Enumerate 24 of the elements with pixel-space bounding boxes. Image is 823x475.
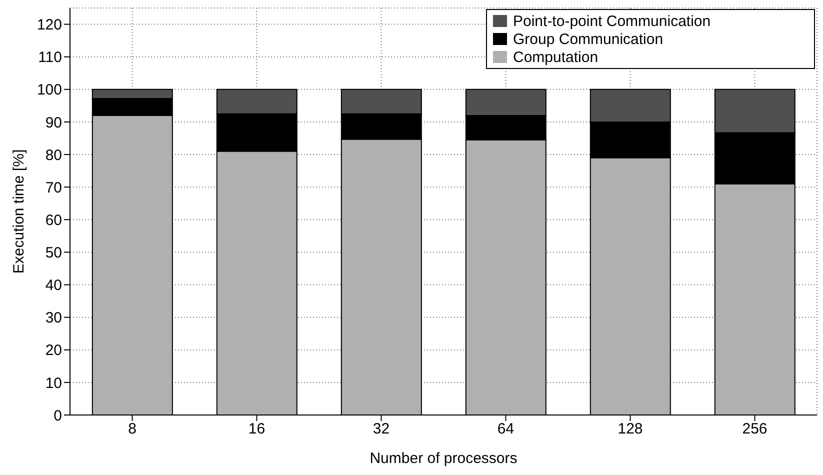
y-tick-label: 110: [38, 49, 62, 66]
y-axis-title: Execution time [%]: [10, 149, 28, 274]
x-tick-label: 8: [128, 420, 136, 438]
y-tick-label: 90: [45, 114, 62, 132]
x-tick-label: 32: [372, 420, 390, 438]
x-tick-label: 256: [742, 420, 768, 438]
legend-label: Point-to-point Communication: [513, 12, 711, 30]
y-tick-label: 60: [45, 212, 62, 229]
legend-label: Group Communication: [513, 30, 664, 48]
x-tick-label: 128: [618, 420, 643, 438]
y-tick-label: 100: [36, 82, 62, 99]
y-tick-label: 20: [45, 342, 62, 360]
y-tick-label: 0: [54, 407, 62, 424]
y-tick-label: 40: [45, 277, 62, 294]
y-tick-label: 30: [45, 310, 62, 327]
legend-label: Computation: [513, 48, 598, 66]
y-tick-label: 10: [45, 374, 62, 392]
x-tick-label: 16: [248, 420, 266, 438]
x-axis-title: Number of processors: [370, 450, 518, 467]
x-tick-label: 64: [497, 420, 514, 438]
y-tick-label: 80: [45, 146, 62, 164]
y-tick-label: 70: [45, 179, 62, 196]
y-tick-label: 50: [45, 244, 62, 262]
y-tick-label: 120: [36, 16, 62, 34]
